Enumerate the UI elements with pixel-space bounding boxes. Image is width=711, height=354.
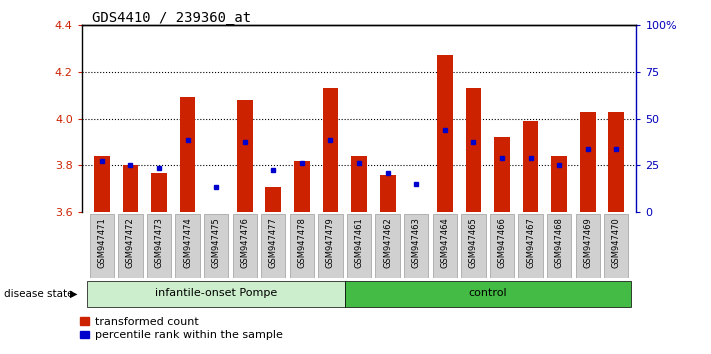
Bar <box>547 214 572 278</box>
Text: GSM947471: GSM947471 <box>97 217 106 268</box>
Bar <box>466 88 481 212</box>
Text: GSM947464: GSM947464 <box>440 217 449 268</box>
Bar <box>580 112 596 212</box>
Bar <box>345 281 631 307</box>
Bar <box>490 214 514 278</box>
Bar <box>375 214 400 278</box>
Bar <box>461 214 486 278</box>
Text: GSM947474: GSM947474 <box>183 217 192 268</box>
Bar <box>351 156 367 212</box>
Bar <box>604 214 629 278</box>
Text: GSM947463: GSM947463 <box>412 217 421 268</box>
Text: GSM947473: GSM947473 <box>154 217 164 268</box>
Legend: transformed count, percentile rank within the sample: transformed count, percentile rank withi… <box>80 317 282 341</box>
Bar <box>265 187 281 212</box>
Text: GSM947468: GSM947468 <box>555 217 564 268</box>
Text: GSM947467: GSM947467 <box>526 217 535 268</box>
Bar <box>232 214 257 278</box>
Text: GSM947476: GSM947476 <box>240 217 250 268</box>
Bar <box>94 156 109 212</box>
Text: GSM947469: GSM947469 <box>583 217 592 268</box>
Bar <box>176 214 200 278</box>
Bar <box>146 214 171 278</box>
Bar <box>118 214 142 278</box>
Bar <box>319 214 343 278</box>
Bar <box>437 55 453 212</box>
Bar <box>87 281 345 307</box>
Text: GSM947466: GSM947466 <box>498 217 506 268</box>
Text: GDS4410 / 239360_at: GDS4410 / 239360_at <box>92 11 252 25</box>
Bar <box>204 214 228 278</box>
Bar <box>151 172 167 212</box>
Text: disease state: disease state <box>4 289 73 299</box>
Bar <box>237 100 252 212</box>
Bar <box>90 214 114 278</box>
Bar <box>347 214 371 278</box>
Bar <box>494 137 510 212</box>
Text: GSM947462: GSM947462 <box>383 217 392 268</box>
Bar <box>290 214 314 278</box>
Bar <box>523 121 538 212</box>
Bar <box>180 97 196 212</box>
Text: GSM947478: GSM947478 <box>297 217 306 268</box>
Bar <box>609 112 624 212</box>
Text: GSM947470: GSM947470 <box>612 217 621 268</box>
Bar <box>323 88 338 212</box>
Bar <box>433 214 457 278</box>
Bar <box>551 156 567 212</box>
Bar <box>294 161 310 212</box>
Text: GSM947479: GSM947479 <box>326 217 335 268</box>
Text: GSM947477: GSM947477 <box>269 217 278 268</box>
Text: control: control <box>469 288 507 298</box>
Text: GSM947472: GSM947472 <box>126 217 135 268</box>
Bar <box>576 214 600 278</box>
Bar <box>380 175 395 212</box>
Text: GSM947475: GSM947475 <box>212 217 220 268</box>
Text: GSM947465: GSM947465 <box>469 217 478 268</box>
Text: GSM947461: GSM947461 <box>355 217 363 268</box>
Bar <box>261 214 285 278</box>
Text: ▶: ▶ <box>70 289 77 299</box>
Bar <box>122 165 138 212</box>
Bar <box>404 214 428 278</box>
Bar <box>518 214 542 278</box>
Text: infantile-onset Pompe: infantile-onset Pompe <box>155 288 277 298</box>
